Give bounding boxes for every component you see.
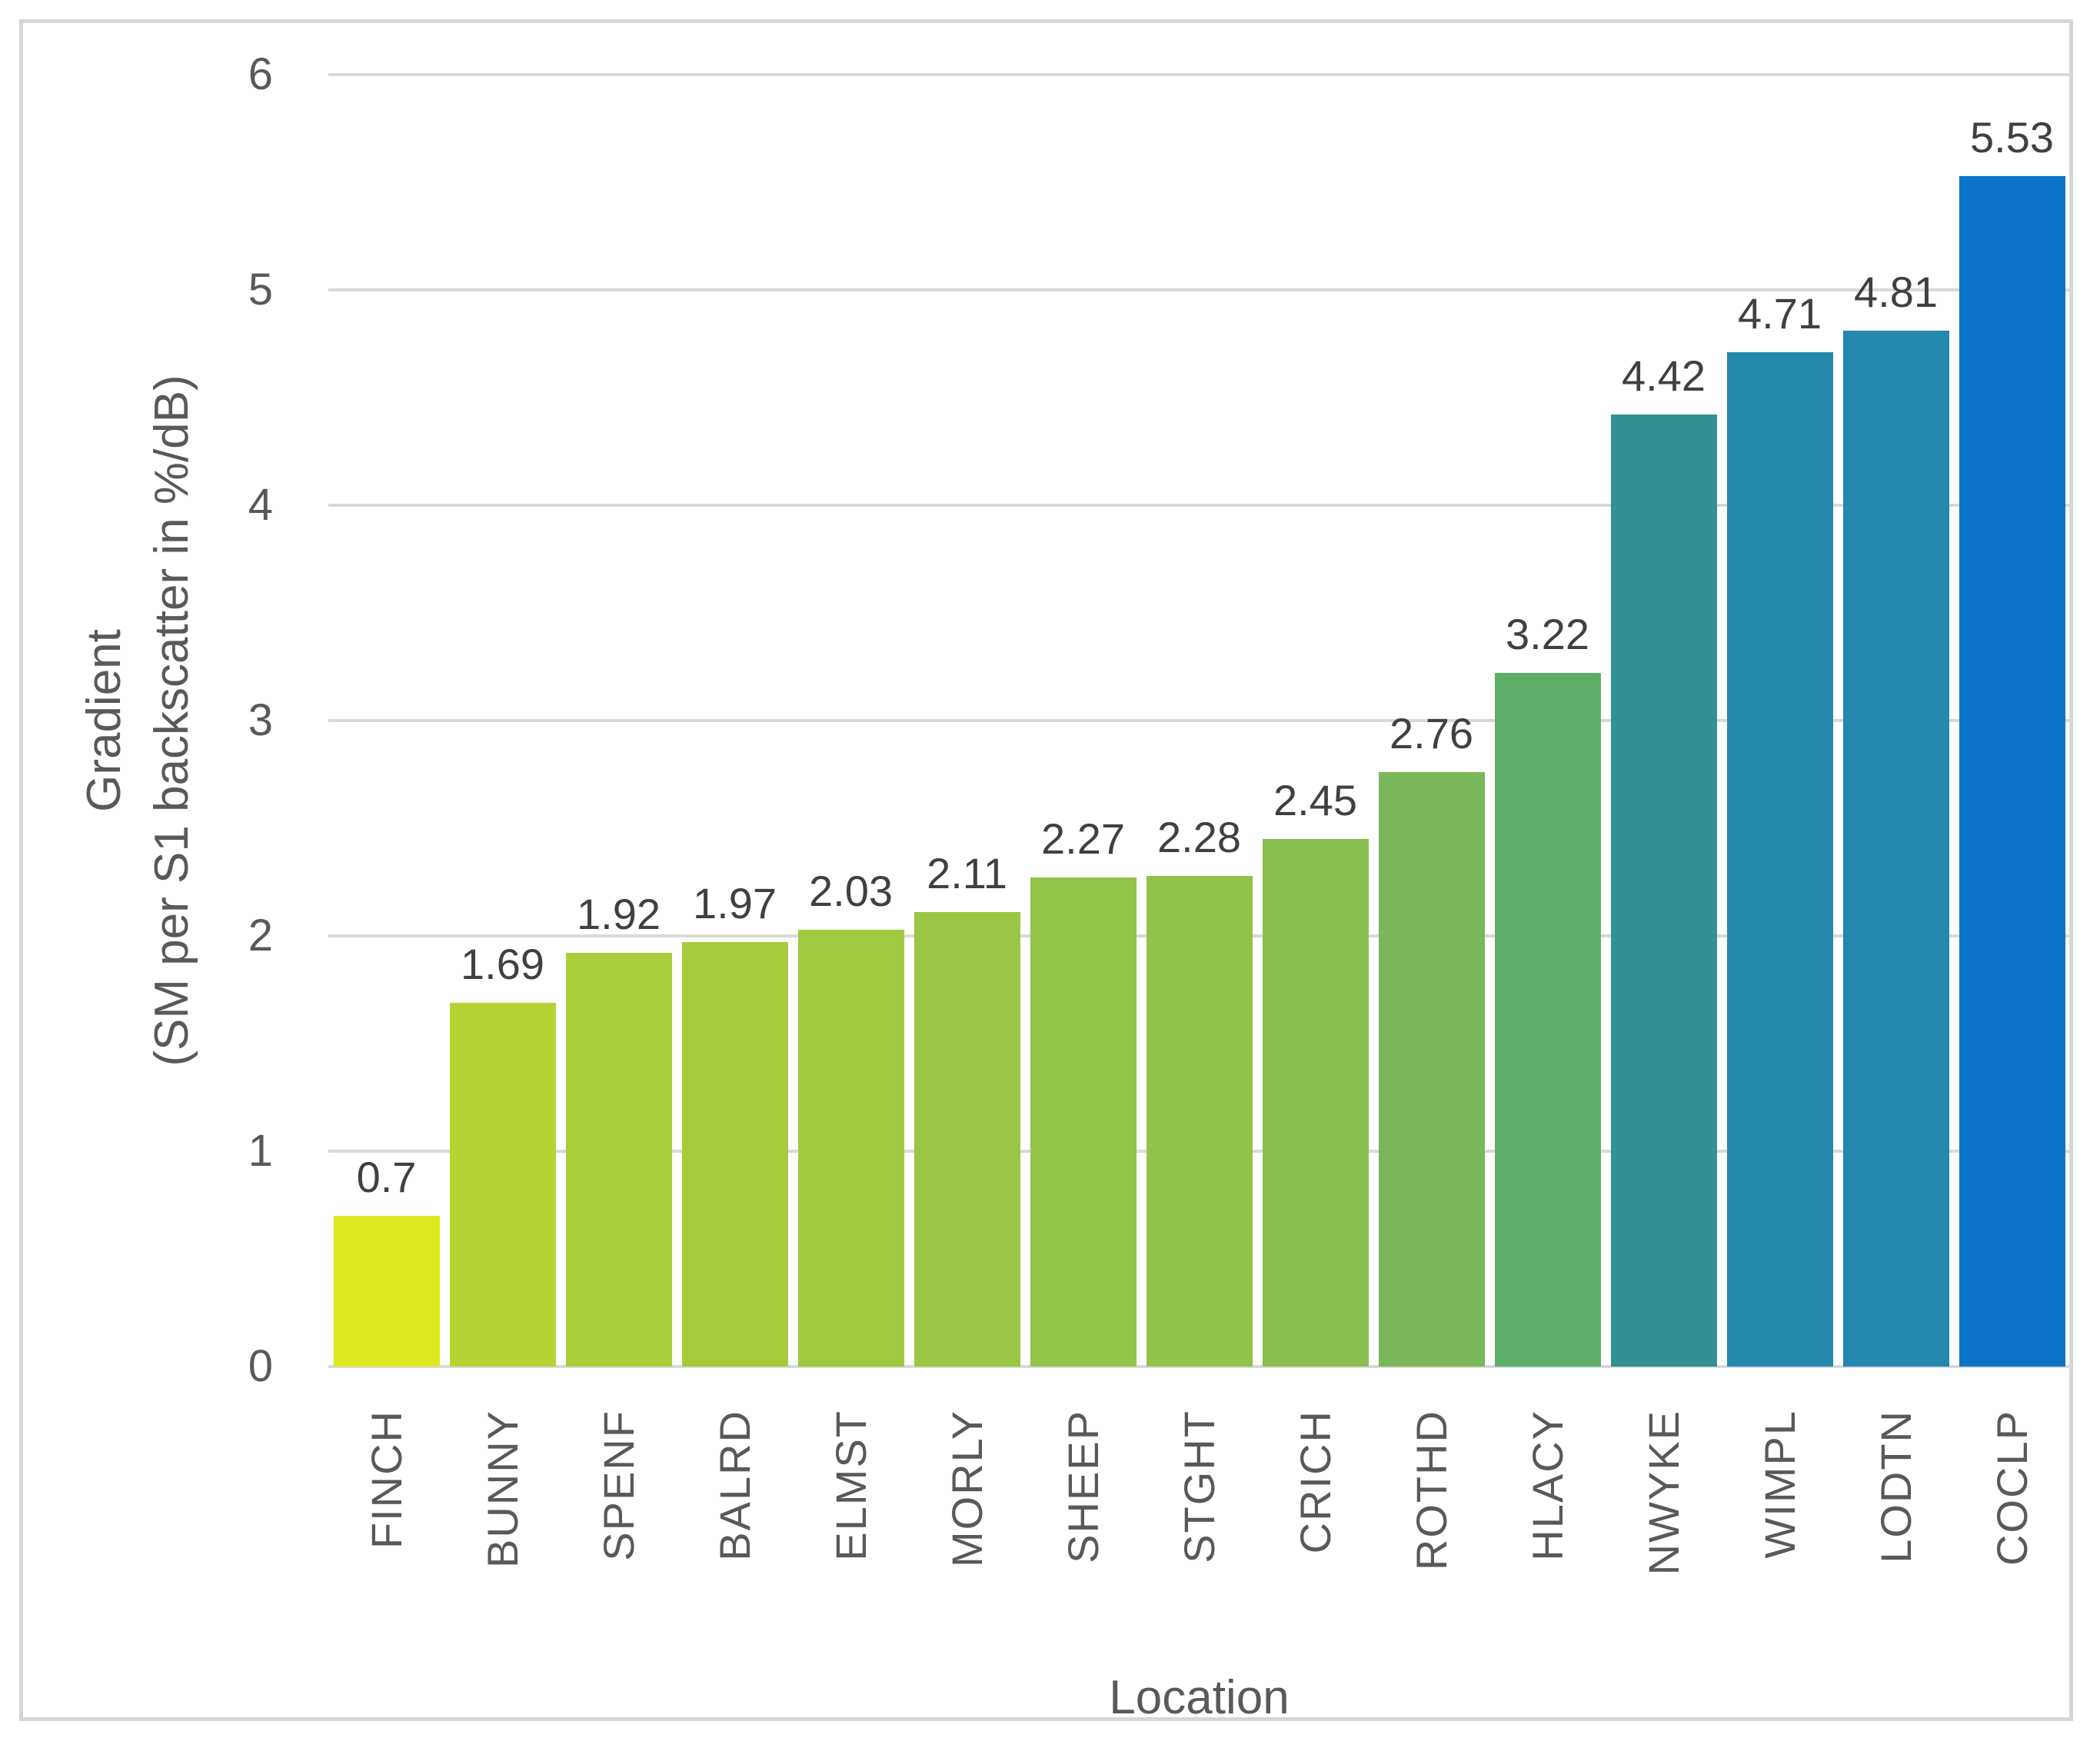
- gridline-y5: [328, 288, 2070, 291]
- x-axis-label-elmst: ELMST: [827, 1410, 875, 1561]
- x-axis-label-wimpl: WIMPL: [1756, 1410, 1804, 1559]
- value-label-coclp: 5.53: [1970, 112, 2054, 161]
- value-label-bunny: 1.69: [461, 939, 544, 988]
- bar-balrd: [681, 942, 788, 1367]
- bar-sheep: [1030, 877, 1137, 1367]
- y-axis-title: Gradient (SM per S1 backscatter in %/dB): [71, 182, 217, 1259]
- bar-nwyke: [1610, 415, 1717, 1367]
- value-label-wimpl: 4.71: [1738, 289, 1822, 338]
- y-axis-tick-label: 0: [248, 1341, 273, 1391]
- bar-bunny: [449, 1002, 556, 1367]
- value-label-morly: 2.11: [927, 849, 1007, 898]
- value-label-crich: 2.45: [1273, 776, 1357, 824]
- x-axis-label-nwyke: NWYKE: [1639, 1410, 1688, 1576]
- bar-lodtn: [1842, 331, 1949, 1367]
- gridline-y0: [328, 1365, 2070, 1368]
- x-axis-label-bunny: BUNNY: [478, 1410, 527, 1569]
- value-label-rothd: 2.76: [1389, 709, 1473, 758]
- x-axis-title: Location: [1109, 1671, 1290, 1724]
- x-axis-label-stght: STGHT: [1175, 1410, 1223, 1563]
- gridline-y3: [328, 719, 2070, 722]
- y-axis-tick-label: 6: [248, 49, 273, 99]
- bar-elmst: [797, 929, 904, 1367]
- value-label-lodtn: 4.81: [1854, 268, 1938, 317]
- bar-finch: [333, 1216, 440, 1367]
- value-label-balrd: 1.97: [693, 879, 777, 928]
- gridline-y6: [328, 73, 2070, 76]
- y-axis-tick-label: 1: [248, 1126, 273, 1176]
- bar-coclp: [1959, 175, 2065, 1367]
- y-axis-tick-label: 3: [248, 695, 273, 745]
- y-axis-tick-label: 5: [248, 265, 273, 315]
- value-label-spenf: 1.92: [577, 890, 661, 939]
- bar-rothd: [1378, 772, 1485, 1367]
- y-axis-tick-label: 4: [248, 480, 273, 530]
- value-label-stght: 2.28: [1157, 812, 1241, 861]
- value-label-hlacy: 3.22: [1506, 610, 1589, 659]
- value-label-sheep: 2.27: [1041, 814, 1125, 864]
- x-axis-label-coclp: COCLP: [1988, 1410, 2036, 1566]
- x-axis-label-sheep: SHEEP: [1059, 1410, 1107, 1563]
- x-axis-label-hlacy: HLACY: [1523, 1410, 1572, 1561]
- y-axis-tick-label: 2: [248, 911, 273, 961]
- bar-morly: [914, 912, 1020, 1367]
- bar-wimpl: [1726, 352, 1833, 1367]
- bar-stght: [1146, 875, 1253, 1367]
- value-label-elmst: 2.03: [809, 866, 893, 915]
- y-axis-title-line2: (SM per S1 backscatter in %/dB): [145, 375, 198, 1067]
- x-axis-label-finch: FINCH: [362, 1410, 411, 1550]
- x-axis-label-lodtn: LODTN: [1872, 1410, 1920, 1563]
- x-axis-label-morly: MORLY: [943, 1410, 991, 1567]
- x-axis-label-rothd: ROTHD: [1407, 1410, 1456, 1571]
- gridline-y4: [328, 504, 2070, 507]
- y-axis-title-line1: Gradient: [78, 629, 131, 812]
- bar-crich: [1262, 839, 1369, 1367]
- value-label-nwyke: 4.42: [1622, 351, 1706, 401]
- bar-spenf: [565, 953, 672, 1367]
- x-axis-label-crich: CRICH: [1291, 1410, 1340, 1554]
- value-label-finch: 0.7: [356, 1153, 417, 1201]
- x-axis-label-balrd: BALRD: [711, 1410, 759, 1561]
- bar-hlacy: [1494, 673, 1601, 1367]
- x-axis-label-spenf: SPENF: [594, 1410, 643, 1561]
